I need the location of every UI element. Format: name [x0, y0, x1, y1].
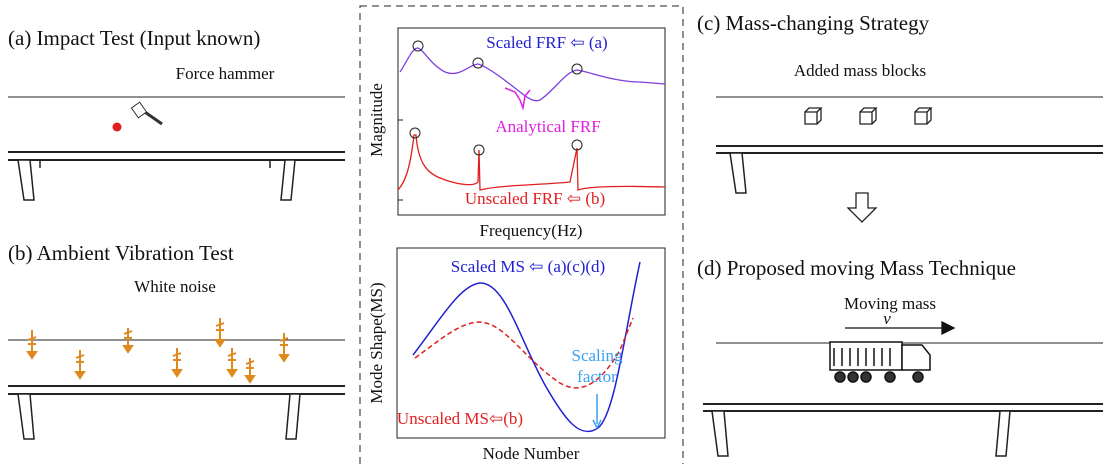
scaled-label: Scaled FRF ⇦ (a) [486, 33, 607, 52]
truck-part [884, 371, 896, 383]
scaled-label: Scaled MS ⇦ (a)(c)(d) [451, 257, 605, 276]
noise-arrows-part [227, 348, 237, 372]
down-arrow [846, 192, 878, 223]
noise-arrows-part [123, 328, 133, 348]
y-label: Magnitude [367, 83, 386, 157]
truck-part [834, 371, 846, 383]
impact-point [112, 122, 122, 132]
mass-blocks-part [914, 107, 933, 125]
scaled-ms [412, 261, 641, 433]
scaled-frf [399, 47, 666, 102]
panel-a-part [8, 151, 345, 161]
frf-plot-part [397, 27, 666, 216]
frf-plot-part-part [412, 40, 424, 52]
caption: White noise [134, 277, 216, 296]
hammer-part [130, 101, 148, 119]
noise-arrows-part [215, 318, 225, 342]
mass-blocks [804, 107, 933, 125]
truck-part [912, 371, 924, 383]
noise-arrows-part [279, 333, 289, 357]
noise-arrows-part [245, 358, 255, 378]
panel-c-part [729, 152, 747, 194]
ms-plot: Mode Shape(MS) Node Number Scaled MS ⇦ (… [367, 247, 666, 463]
unscaled-label: Unscaled MS⇦(b) [397, 409, 523, 428]
hammer [130, 101, 163, 126]
mass-blocks-part [859, 107, 878, 125]
frf-plot: Magnitude Frequency(Hz) Scaled FRF ⇦ (a)… [367, 27, 666, 240]
caption: Added mass blocks [794, 61, 926, 80]
ms-plot-part [592, 394, 602, 430]
panel-title: (c) Mass-changing Strategy [697, 11, 930, 35]
noise-arrows-part [74, 371, 86, 380]
caption: Force hammer [176, 64, 275, 83]
noise-arrows-part [27, 330, 37, 354]
scaling-label: Scaling [572, 346, 623, 365]
noise-arrows-part [122, 345, 134, 354]
noise-arrows-part [171, 369, 183, 378]
panel-title: (a) Impact Test (Input known) [8, 26, 260, 50]
panel-title: (b) Ambient Vibration Test [8, 241, 234, 265]
panel-c-part [716, 145, 1103, 154]
truck-part [847, 371, 859, 383]
panel-d: (d) Proposed moving Mass Technique Movin… [697, 256, 1103, 457]
panel-a: (a) Impact Test (Input known) Force hamm… [8, 26, 345, 201]
truck-part [833, 348, 891, 366]
unscaled-ms [414, 317, 634, 389]
panel-b-part [8, 385, 345, 395]
truck-part [860, 371, 872, 383]
unscaled-frf [397, 134, 666, 191]
noise-arrows-part [75, 350, 85, 374]
unscaled-label: Unscaled FRF ⇦ (b) [465, 189, 605, 208]
frf-plot-part-part [409, 127, 421, 139]
frf-plot-part-part [472, 57, 484, 69]
motion-arrow [845, 320, 956, 336]
noise-arrows-part [172, 348, 182, 372]
ms-plot-part [396, 247, 666, 439]
frf-plot-part [398, 119, 403, 201]
scaling-label: factor [577, 367, 617, 386]
noise-arrows-part [226, 369, 238, 378]
noise-arrows-part [278, 354, 290, 363]
analytical-frf [504, 87, 531, 111]
x-label: Frequency(Hz) [480, 221, 583, 240]
analytical-label: Analytical FRF [495, 117, 600, 136]
panel-b-part [17, 393, 301, 440]
noise-arrows-part [26, 351, 38, 360]
caption: Moving mass [844, 294, 936, 313]
frf-plot-part [409, 40, 583, 156]
frf-plot-part-part [473, 144, 485, 156]
noise-arrows [26, 318, 290, 384]
frf-plot-part-part [571, 139, 583, 151]
frf-plot-part-part [571, 63, 583, 75]
x-label: Node Number [483, 444, 580, 463]
noise-arrows-part [244, 375, 256, 384]
center-frame [359, 5, 684, 464]
panel-a-part [17, 159, 296, 201]
y-label: Mode Shape(MS) [367, 282, 386, 403]
panel-title: (d) Proposed moving Mass Technique [697, 256, 1016, 280]
truck-part [901, 344, 931, 371]
noise-arrows-part [214, 339, 226, 348]
panel-b: (b) Ambient Vibration Test White noise [8, 241, 345, 440]
panel-d-part [711, 410, 1011, 457]
velocity-label: v [883, 309, 891, 328]
panel-d-part [703, 403, 1103, 412]
truck [829, 341, 931, 383]
panel-c: (c) Mass-changing Strategy Added mass bl… [697, 11, 1103, 223]
mass-blocks-part [804, 107, 823, 125]
